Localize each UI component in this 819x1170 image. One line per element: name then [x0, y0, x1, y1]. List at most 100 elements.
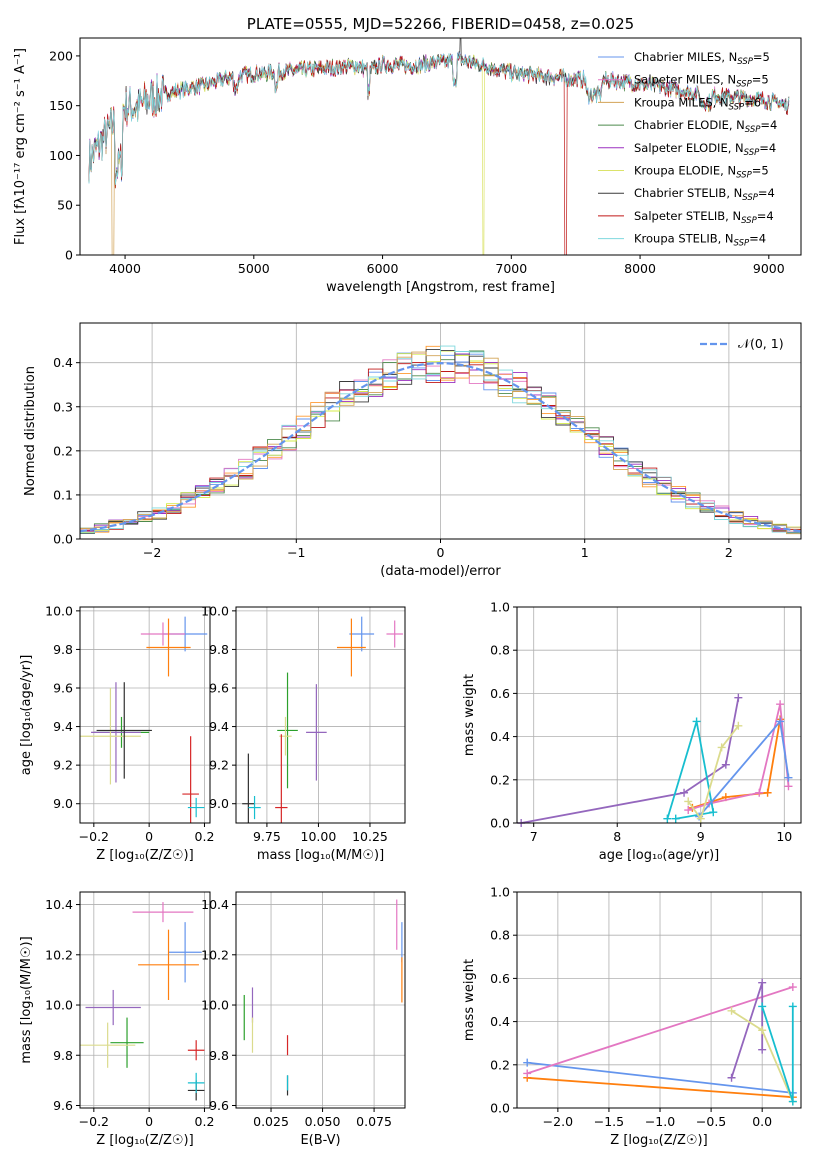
- chart-title: PLATE=0555, MJD=52266, FIBERID=0458, z=0…: [247, 15, 634, 33]
- y-tick-label: 9.6: [209, 1098, 229, 1113]
- x-tick-label: 1: [581, 545, 589, 560]
- plus-marker: [734, 721, 743, 730]
- x-tick-label: 0.0: [752, 1114, 772, 1129]
- age-vs-mass-frame: [235, 606, 406, 824]
- spectrum-frame: [79, 37, 802, 256]
- y-axis-label: Normed distribution: [23, 366, 38, 496]
- mass-weight-line: [527, 1061, 793, 1094]
- massweight-vs-Z-frame: [516, 891, 802, 1109]
- mass-weight-line: [527, 1076, 793, 1099]
- x-tick-label: 7000: [495, 261, 527, 276]
- y-tick-label: 0.4: [53, 355, 73, 370]
- massweight-vs-age-frame: [516, 606, 802, 824]
- y-tick-label: 10.0: [45, 603, 73, 618]
- y-tick-label: 0.8: [490, 643, 510, 658]
- x-axis-label: age [log₁₀(age/yr)]: [599, 848, 720, 863]
- plus-marker: [727, 1073, 736, 1082]
- y-tick-label: 0.4: [490, 1014, 510, 1029]
- residuals-frame: [79, 322, 802, 540]
- x-tick-label: 0.025: [253, 1114, 289, 1129]
- plus-marker: [523, 1069, 532, 1078]
- mass-vs-EBV-frame: [235, 891, 406, 1109]
- y-tick-label: 10.0: [201, 603, 229, 618]
- x-tick-label: 7: [530, 829, 538, 844]
- plus-marker: [684, 806, 693, 815]
- x-tick-label: 0.2: [195, 829, 215, 844]
- y-tick-label: 10.0: [201, 998, 229, 1013]
- y-tick-label: 0.2: [490, 1057, 510, 1072]
- y-tick-label: 9.8: [209, 642, 229, 657]
- x-axis-label: wavelength [Angstrom, rest frame]: [326, 280, 555, 295]
- plus-marker: [684, 797, 693, 806]
- y-axis-label: mass weight: [462, 674, 477, 756]
- x-tick-label: −1: [287, 545, 305, 560]
- x-axis-label: E(B-V): [300, 1133, 340, 1148]
- x-axis-label: Z [log₁₀(Z/Z☉)]: [96, 1133, 193, 1148]
- x-tick-label: 0.075: [356, 1114, 392, 1129]
- x-axis-label: mass [log₁₀(M/M☉)]: [257, 848, 384, 863]
- x-tick-label: −0.2: [79, 829, 109, 844]
- legend-label: Salpeter ELODIE, NSSP=4: [634, 141, 776, 158]
- legend-label: Salpeter STELIB, NSSP=4: [634, 209, 774, 226]
- spectrum-axes: [76, 55, 770, 259]
- x-tick-label: 10.00: [301, 829, 337, 844]
- x-tick-label: 8: [613, 829, 621, 844]
- x-axis-label: (data-model)/error: [380, 564, 501, 579]
- plus-marker: [696, 814, 705, 823]
- legend-label: 𝒩(0, 1): [738, 336, 784, 351]
- x-tick-label: −1.0: [645, 1114, 675, 1129]
- y-tick-label: 9.2: [53, 758, 73, 773]
- x-tick-label: 6000: [367, 261, 399, 276]
- mass-weight-line: [666, 721, 715, 820]
- y-tick-label: 150: [49, 98, 73, 113]
- plus-marker: [758, 1045, 767, 1054]
- legend-label: Kroupa MILES, NSSP=6: [634, 95, 761, 112]
- plus-marker: [788, 983, 797, 992]
- y-tick-label: 9.8: [53, 1048, 73, 1063]
- plus-marker: [709, 808, 718, 817]
- y-tick-label: 0.6: [490, 686, 510, 701]
- plus-marker: [755, 788, 764, 797]
- x-tick-label: 0.2: [195, 1114, 215, 1129]
- y-tick-label: 10.2: [45, 947, 73, 962]
- y-tick-label: 10.0: [45, 998, 73, 1013]
- x-tick-label: 9: [697, 829, 705, 844]
- plus-marker: [776, 717, 785, 726]
- y-tick-label: 0.0: [53, 532, 73, 547]
- spectrum-line: [88, 52, 790, 185]
- y-tick-label: 9.8: [209, 1048, 229, 1063]
- gaussian-curve: [79, 361, 802, 533]
- x-tick-label: 8000: [624, 261, 656, 276]
- y-tick-label: 9.2: [209, 758, 229, 773]
- mass-weight-line: [687, 725, 740, 821]
- y-axis-label: mass weight: [462, 959, 477, 1041]
- x-tick-label: 9000: [753, 261, 785, 276]
- mass-weight-line: [730, 982, 764, 1079]
- x-tick-label: 0: [145, 829, 153, 844]
- y-axis-label: Flux [fλ10⁻¹⁷ erg cm⁻² s⁻¹ A⁻¹]: [13, 48, 28, 245]
- plus-marker: [788, 1097, 797, 1106]
- mass-vs-Z-frame: [79, 891, 211, 1109]
- y-tick-label: 0.2: [490, 772, 510, 787]
- plus-marker: [692, 717, 701, 726]
- mass-weight-line: [761, 1006, 794, 1102]
- y-tick-label: 1.0: [490, 600, 510, 615]
- age-vs-Z-axes: [76, 607, 210, 827]
- mass-weight-line: [521, 697, 740, 823]
- plus-marker: [680, 788, 689, 797]
- x-tick-label: 0: [145, 1114, 153, 1129]
- y-tick-label: 50: [57, 198, 73, 213]
- y-tick-label: 10.2: [201, 947, 229, 962]
- plus-marker: [776, 700, 785, 709]
- y-tick-label: 0.0: [490, 816, 510, 831]
- y-tick-label: 10.4: [45, 897, 73, 912]
- legend-label: Chabrier STELIB, NSSP=4: [634, 186, 775, 203]
- x-tick-label: 9.75: [253, 829, 281, 844]
- plus-marker: [523, 1058, 532, 1067]
- y-tick-label: 9.4: [53, 719, 73, 734]
- age-vs-mass-axes: [232, 607, 405, 827]
- x-tick-label: 4000: [109, 261, 141, 276]
- plus-marker: [727, 1006, 736, 1015]
- x-axis-label: Z [log₁₀(Z/Z☉)]: [96, 848, 193, 863]
